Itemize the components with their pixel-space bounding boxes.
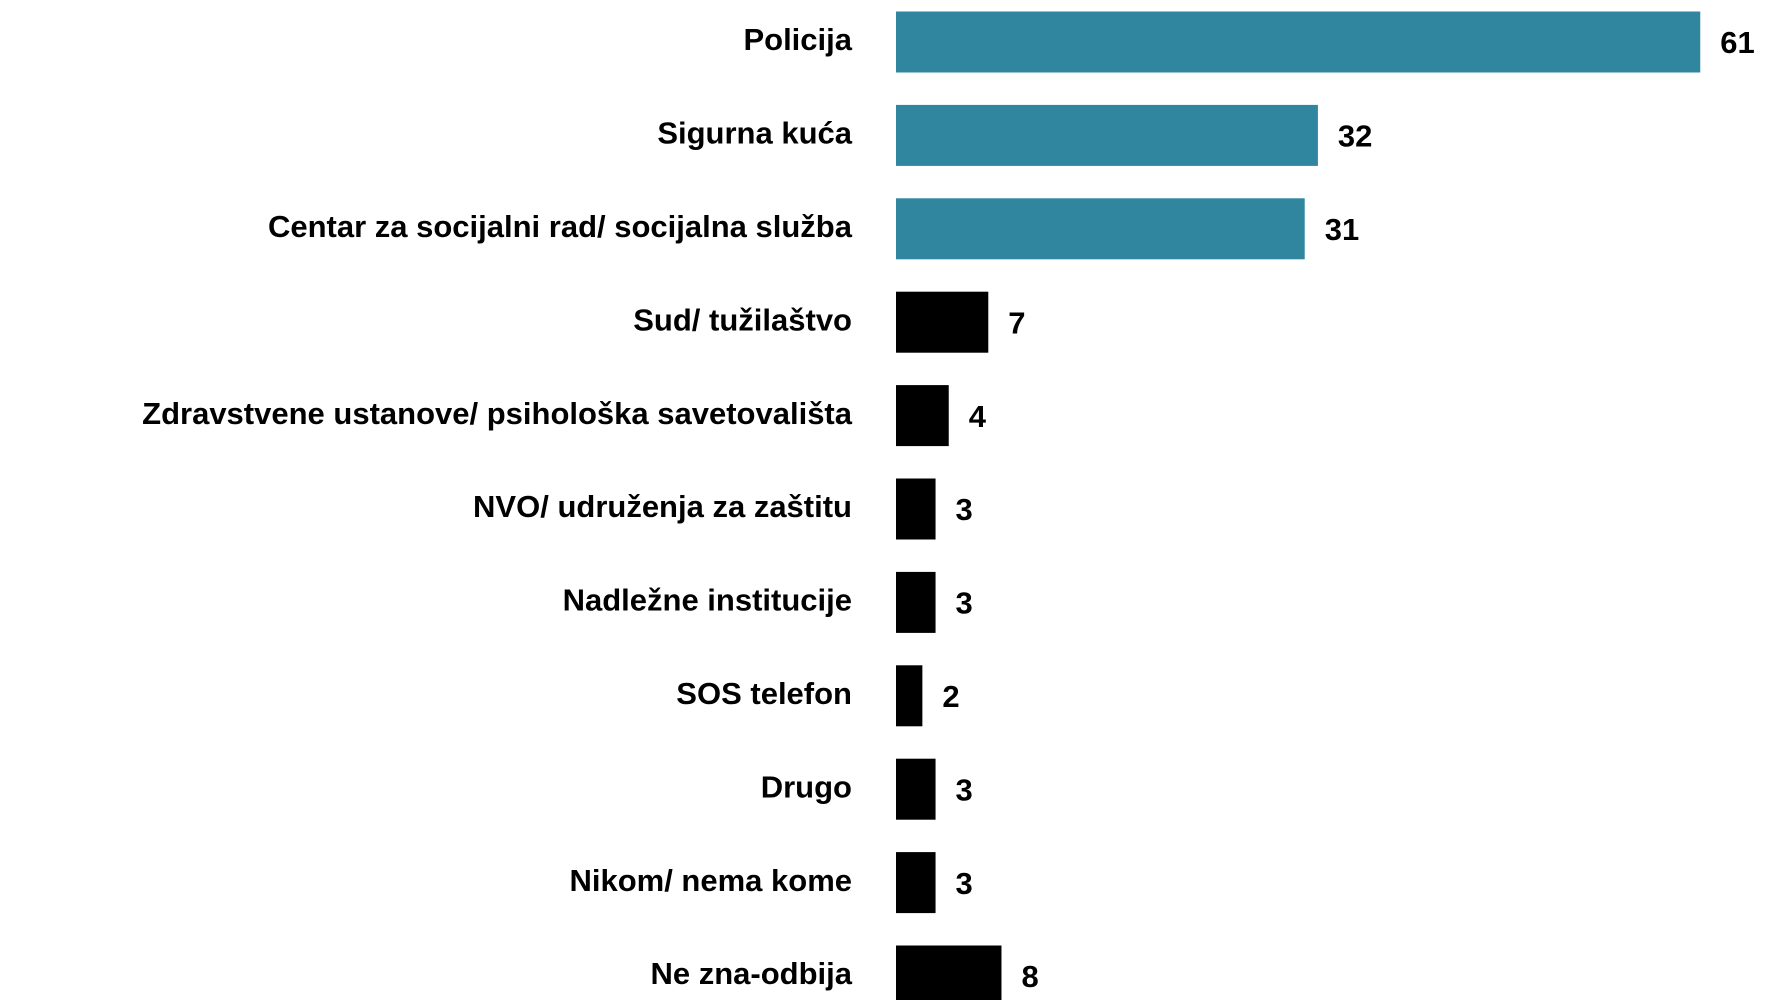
bar [896,852,936,914]
category-label: SOS telefon [676,676,852,711]
category-label: Sigurna kuća [657,116,852,151]
value-label: 2 [942,679,959,714]
value-label: 3 [956,772,973,807]
bar [896,385,949,447]
bar [896,665,923,727]
category-label: Policija [743,22,852,57]
category-label: Nadležne institucije [563,583,852,618]
value-label: 4 [969,399,987,434]
bar [896,11,1701,73]
value-label: 61 [1720,25,1754,60]
category-label: Centar za socijalni rad/ socijalna služb… [268,209,853,244]
category-label: Drugo [761,769,852,804]
category-label: Nikom/ nema kome [569,863,852,898]
value-label: 7 [1008,305,1025,340]
bar [896,291,989,353]
category-label: Zdravstvene ustanove/ psihološka savetov… [142,396,853,431]
value-label: 31 [1325,212,1359,247]
category-label: Sud/ tužilaštvo [633,302,852,337]
bar [896,571,936,633]
bar [896,198,1305,260]
category-label: Ne zna-odbija [650,956,852,991]
value-label: 3 [956,866,973,901]
bar [896,758,936,820]
value-label: 32 [1338,119,1372,154]
category-label: NVO/ udruženja za zaštitu [473,489,852,524]
bar [896,104,1318,166]
bar [896,945,1002,1000]
value-label: 8 [1021,959,1038,994]
value-label: 3 [956,586,973,621]
value-label: 3 [956,492,973,527]
bar [896,478,936,540]
